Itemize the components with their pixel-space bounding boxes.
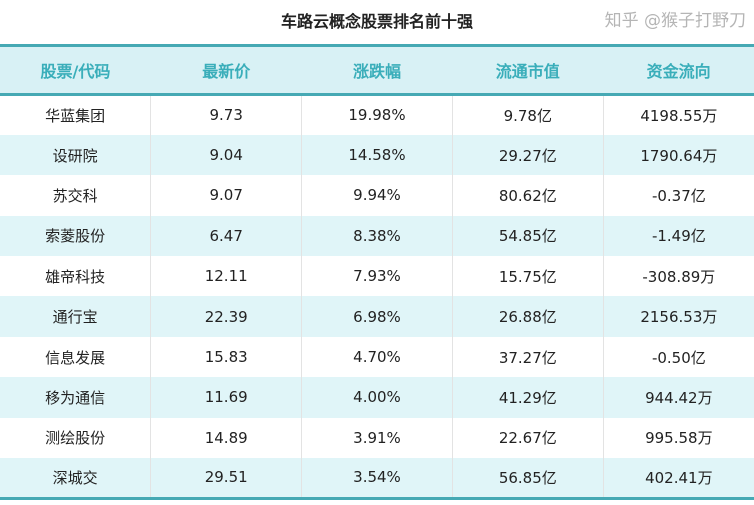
column-header-market-cap: 流通市值 <box>452 44 604 96</box>
change-pct-cell: 3.91% <box>301 417 453 459</box>
stock-ranking-table: 股票/代码 最新价 涨跌幅 流通市值 资金流向 华蓝集团 9.73 19.98% 9.… <box>0 44 754 500</box>
fund-flow-cell: 1790.64万 <box>603 134 754 176</box>
table-row: 深城交 29.51 3.54% 56.85亿 402.41万 <box>0 458 754 500</box>
market-cap-cell: 54.85亿 <box>452 215 604 257</box>
latest-price-cell: 9.07 <box>150 175 303 216</box>
stock-name-cell: 索菱股份 <box>0 215 152 257</box>
latest-price-cell: 29.51 <box>150 458 303 500</box>
table-row: 索菱股份 6.47 8.38% 54.85亿 -1.49亿 <box>0 215 754 257</box>
stock-name-cell: 华蓝集团 <box>0 94 152 135</box>
market-cap-cell: 29.27亿 <box>452 134 604 176</box>
table-row: 苏交科 9.07 9.94% 80.62亿 -0.37亿 <box>0 175 754 216</box>
change-pct-cell: 4.70% <box>301 336 453 378</box>
latest-price-cell: 12.11 <box>150 256 303 297</box>
table-row: 设研院 9.04 14.58% 29.27亿 1790.64万 <box>0 134 754 176</box>
stock-name-cell: 雄帝科技 <box>0 256 152 297</box>
column-header-price: 最新价 <box>150 44 302 96</box>
fund-flow-cell: 4198.55万 <box>640 106 718 125</box>
fund-flow-cell: -0.50亿 <box>651 348 706 367</box>
stock-name-cell: 测绘股份 <box>0 417 152 459</box>
table-title: 车路云概念股票排名前十强 <box>280 12 473 31</box>
column-header-fund-flow: 资金流向 <box>603 44 754 96</box>
market-cap-cell: 37.27亿 <box>452 336 604 378</box>
fund-flow-cell: 2156.53万 <box>603 296 754 337</box>
change-pct-cell: 7.93% <box>301 256 453 297</box>
table-row: 信息发展 15.83 4.70% 37.27亿 -0.50亿 <box>0 336 754 378</box>
latest-price-cell: 11.69 <box>150 377 303 418</box>
market-cap-cell: 15.75亿 <box>452 256 604 297</box>
market-cap-cell: 80.62亿 <box>452 175 604 216</box>
market-cap-cell: 22.67亿 <box>452 417 604 459</box>
change-pct-cell: 19.98% <box>301 94 453 135</box>
stock-name-cell: 深城交 <box>0 458 152 500</box>
stock-name-cell: 通行宝 <box>0 296 152 337</box>
column-header-stock: 股票/代码 <box>0 44 151 96</box>
table-row: 华蓝集团 9.73 19.98% 9.78亿 4198.55万 <box>0 94 754 135</box>
market-cap-cell: 56.85亿 <box>452 458 604 500</box>
change-pct-cell: 6.98% <box>301 296 453 337</box>
change-pct-cell: 9.94% <box>301 175 453 216</box>
latest-price-cell: 15.83 <box>150 336 303 378</box>
table-row: 雄帝科技 12.11 7.93% 15.75亿 -308.89万 <box>0 256 754 297</box>
fund-flow-cell: -0.37亿 <box>651 186 706 205</box>
table-row: 移为通信 11.69 4.00% 41.29亿 944.42万 <box>0 377 754 418</box>
change-pct-cell: 8.38% <box>301 215 453 257</box>
stock-name-cell: 苏交科 <box>0 175 152 216</box>
change-pct-cell: 4.00% <box>301 377 453 418</box>
latest-price-cell: 22.39 <box>150 296 303 337</box>
stock-name-cell: 移为通信 <box>0 377 152 418</box>
column-header-change: 涨跌幅 <box>301 44 453 96</box>
market-cap-cell: 9.78亿 <box>452 94 604 135</box>
fund-flow-cell: -308.89万 <box>642 267 716 286</box>
table-row: 测绘股份 14.89 3.91% 22.67亿 995.58万 <box>0 417 754 459</box>
table-row: 通行宝 22.39 6.98% 26.88亿 2156.53万 <box>0 296 754 337</box>
fund-flow-cell: 402.41万 <box>603 458 754 500</box>
header-row: 股票/代码 最新价 涨跌幅 流通市值 资金流向 <box>0 44 754 96</box>
fund-flow-cell: -1.49亿 <box>603 215 754 257</box>
fund-flow-cell: 995.58万 <box>645 429 713 448</box>
latest-price-cell: 9.04 <box>150 134 303 176</box>
latest-price-cell: 9.73 <box>150 94 303 135</box>
change-pct-cell: 14.58% <box>301 134 453 176</box>
latest-price-cell: 6.47 <box>150 215 303 257</box>
market-cap-cell: 41.29亿 <box>452 377 604 418</box>
latest-price-cell: 14.89 <box>150 417 303 459</box>
fund-flow-cell: 944.42万 <box>603 377 754 418</box>
stock-name-cell: 信息发展 <box>0 336 152 378</box>
change-pct-cell: 3.54% <box>301 458 453 500</box>
stock-name-cell: 设研院 <box>0 134 152 176</box>
market-cap-cell: 26.88亿 <box>452 296 604 337</box>
